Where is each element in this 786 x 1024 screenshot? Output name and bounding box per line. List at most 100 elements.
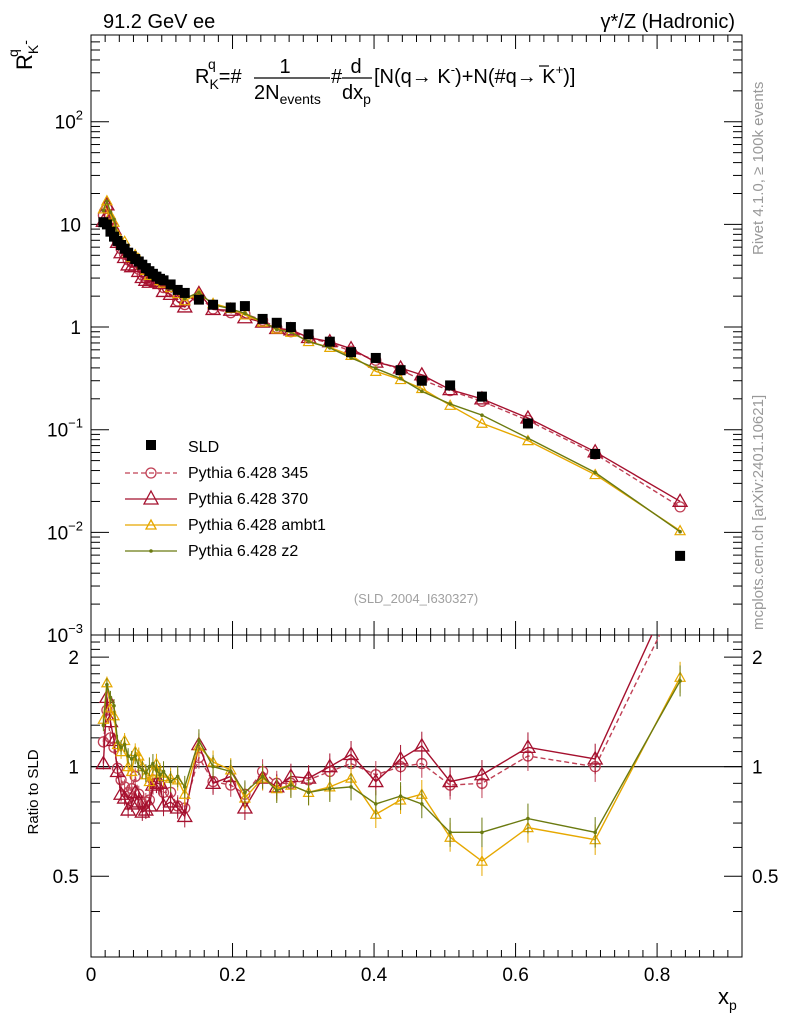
- point-z2: [105, 199, 109, 204]
- y-tick-label: 102: [55, 108, 83, 134]
- point-ambt1: [394, 373, 407, 385]
- legend-label-z2: Pythia 6.428 z2: [188, 543, 298, 560]
- point-ambt1: [178, 294, 191, 306]
- point-sld: [193, 294, 204, 305]
- energy-label: 91.2 GeV ee: [103, 11, 215, 33]
- point-z2: [398, 376, 403, 381]
- y-tick-label: 10−1: [47, 416, 83, 442]
- point-sld: [285, 322, 296, 333]
- point-sld: [675, 550, 686, 561]
- point-z2: [101, 208, 106, 213]
- point-z2: [306, 339, 311, 344]
- point-z2: [112, 217, 116, 222]
- source-label: mcplots.cern.ch [arXiv:2401.10621]: [750, 395, 767, 630]
- point-z2: [480, 413, 484, 417]
- point-370: [671, 493, 689, 507]
- point-sld: [303, 329, 314, 340]
- svg-text:dxp: dxp: [342, 82, 371, 107]
- point-z2: [374, 366, 378, 371]
- legend-label-ambt1: Pythia 6.428 ambt1: [188, 517, 326, 534]
- point-sld: [208, 299, 219, 310]
- y-tick-label: 10−3: [47, 621, 83, 647]
- point-sld: [239, 301, 250, 312]
- point-sld: [271, 317, 282, 328]
- point-sld: [370, 352, 381, 363]
- point-z2: [274, 327, 279, 332]
- point-sld: [445, 380, 456, 391]
- point-sld: [101, 219, 112, 230]
- x-tick-label: 0.4: [361, 965, 388, 986]
- point-z2: [108, 210, 113, 214]
- point-sld: [324, 336, 335, 347]
- legend-marker-z2: [149, 549, 153, 553]
- ratio-point-345: [675, 588, 685, 598]
- legend: SLD Pythia 6.428 345 Pythia 6.428 370 Py…: [125, 439, 326, 560]
- ratio-tick-label: 1: [68, 758, 79, 779]
- y-tick-label: 10: [60, 215, 81, 236]
- point-sld: [257, 313, 268, 324]
- ratio-tick-label-right: 1: [752, 758, 763, 779]
- x-axis-label: xp: [718, 984, 737, 1013]
- chart-title-formula: RK=# q 1 2Nevents # d dxp [N(q→ K-)+N(#q…: [195, 56, 575, 107]
- y-tick-label: 1: [70, 318, 81, 339]
- ratio-axis-label: Ratio to SLD: [25, 749, 42, 834]
- point-ambt1: [104, 208, 117, 220]
- x-tick-label: 0.8: [644, 965, 670, 986]
- x-tick-label: 0: [86, 965, 97, 986]
- legend-marker-ambt1: [144, 518, 158, 530]
- legend-label-sld: SLD: [188, 439, 219, 456]
- svg-text:#: #: [331, 66, 343, 88]
- point-ambt1: [97, 202, 110, 214]
- point-z2: [678, 529, 682, 534]
- svg-text:2Nevents: 2Nevents: [254, 82, 321, 107]
- point-z2: [420, 389, 424, 394]
- point-sld: [395, 365, 406, 376]
- y-tick-label: 10−2: [47, 518, 83, 544]
- legend-label-345: Pythia 6.428 345: [188, 465, 308, 482]
- point-z2: [328, 346, 332, 350]
- ratio-tick-label-right: 2: [752, 648, 763, 669]
- y-axis-label: RK- q: [5, 40, 41, 70]
- point-ambt1: [369, 365, 382, 376]
- point-z2: [197, 290, 201, 295]
- rivet-label: Rivet 4.1.0, ≥ 100k events: [750, 82, 767, 255]
- series-line-345: [102, 206, 681, 508]
- svg-text:RK=#: RK=#: [195, 66, 242, 92]
- svg-text:RK-: RK-: [12, 40, 41, 70]
- point-z2: [448, 402, 452, 406]
- series-line-370: [102, 204, 681, 502]
- process-label: γ*/Z (Hadronic): [601, 11, 735, 33]
- point-sld: [476, 391, 487, 402]
- point-ambt1: [475, 417, 488, 428]
- point-370: [169, 293, 186, 308]
- point-370: [176, 298, 193, 313]
- point-sld: [225, 302, 236, 313]
- svg-text:q: q: [5, 49, 21, 57]
- svg-text:1: 1: [279, 56, 290, 78]
- point-sld: [172, 284, 183, 295]
- ratio-line-370: [102, 635, 653, 818]
- point-sld: [158, 275, 169, 286]
- point-370: [155, 283, 172, 298]
- legend-marker-345: [145, 467, 157, 479]
- legend-marker-sld: [146, 440, 156, 450]
- svg-text:q: q: [208, 56, 216, 72]
- ratio-tick-label: 0.5: [53, 867, 79, 888]
- point-sld: [346, 347, 357, 358]
- point-sld: [165, 279, 176, 290]
- ratio-point-370: [673, 566, 687, 578]
- svg-text:[N(q→ K-)+N(#q→ K+)]: [N(q→ K-)+N(#q→ K+)]: [374, 62, 575, 88]
- legend-marker-370: [142, 489, 160, 505]
- point-z2: [593, 470, 597, 475]
- point-sld: [416, 375, 427, 386]
- svg-text:d: d: [350, 56, 361, 78]
- point-sld: [179, 287, 190, 298]
- ratio-tick-label-right: 0.5: [752, 867, 778, 888]
- ratio-line-345: [102, 635, 661, 809]
- x-tick-label: 0.6: [502, 965, 528, 986]
- legend-label-370: Pythia 6.428 370: [188, 491, 308, 508]
- point-sld: [522, 418, 533, 429]
- point-sld: [590, 448, 601, 459]
- ratio-tick-label: 2: [68, 648, 79, 669]
